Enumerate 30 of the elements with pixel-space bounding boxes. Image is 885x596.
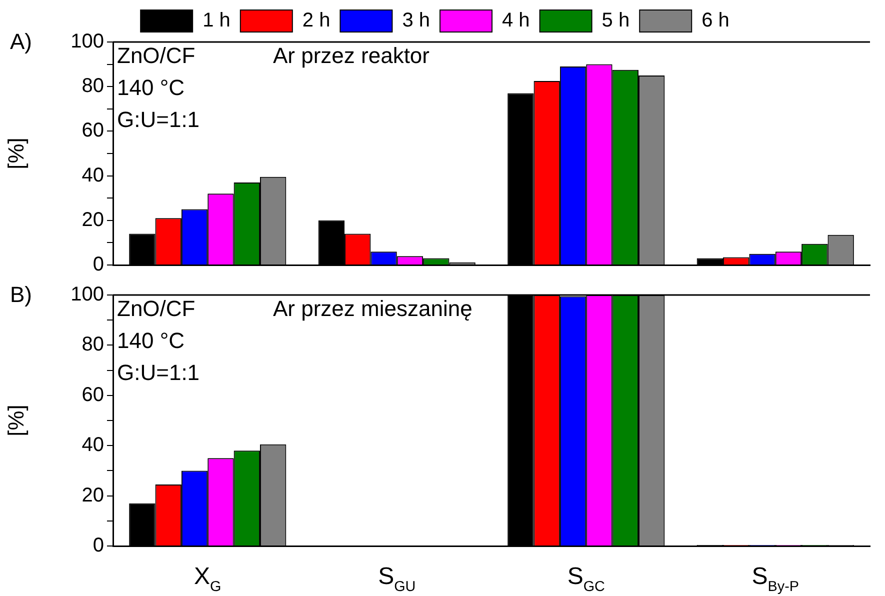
y-tick-label: 20 <box>82 208 104 231</box>
y-tick-label: 60 <box>82 384 104 406</box>
y-tick-label: 60 <box>82 120 104 142</box>
legend-label: 5 h <box>602 10 630 32</box>
legend-label: 3 h <box>402 10 430 32</box>
annotation: G:U=1:1 <box>117 360 200 386</box>
y-tick-label: 40 <box>82 434 104 456</box>
y-tick-label: 100 <box>70 30 104 53</box>
legend-label: 1 h <box>202 10 230 32</box>
legend-label: 6 h <box>702 10 730 32</box>
annotation: G:U=1:1 <box>117 107 200 132</box>
annotation: ZnO/CF <box>117 43 196 68</box>
annotation: Ar przez mieszaninę <box>273 296 472 322</box>
y-tick-label: 40 <box>82 164 104 186</box>
annotation: 140 °C <box>117 328 185 354</box>
text: A) <box>10 29 32 54</box>
annotation: 140 °C <box>117 75 185 100</box>
y-tick-label: 100 <box>70 284 104 306</box>
annotation: Ar przez reaktor <box>273 43 430 68</box>
y-tick-label: 80 <box>82 75 104 98</box>
annotation: ZnO/CF <box>117 296 196 322</box>
y-axis-title: [%] <box>3 138 28 170</box>
y-tick-label: 20 <box>82 484 104 506</box>
legend-label: 2 h <box>302 10 330 32</box>
y-tick-label: 0 <box>92 254 104 276</box>
y-axis-title: [%] <box>3 404 28 436</box>
legend-label: 4 h <box>502 10 530 32</box>
y-tick-label: 80 <box>82 334 104 356</box>
y-tick-label: 0 <box>92 534 104 557</box>
text: B) <box>10 282 32 308</box>
